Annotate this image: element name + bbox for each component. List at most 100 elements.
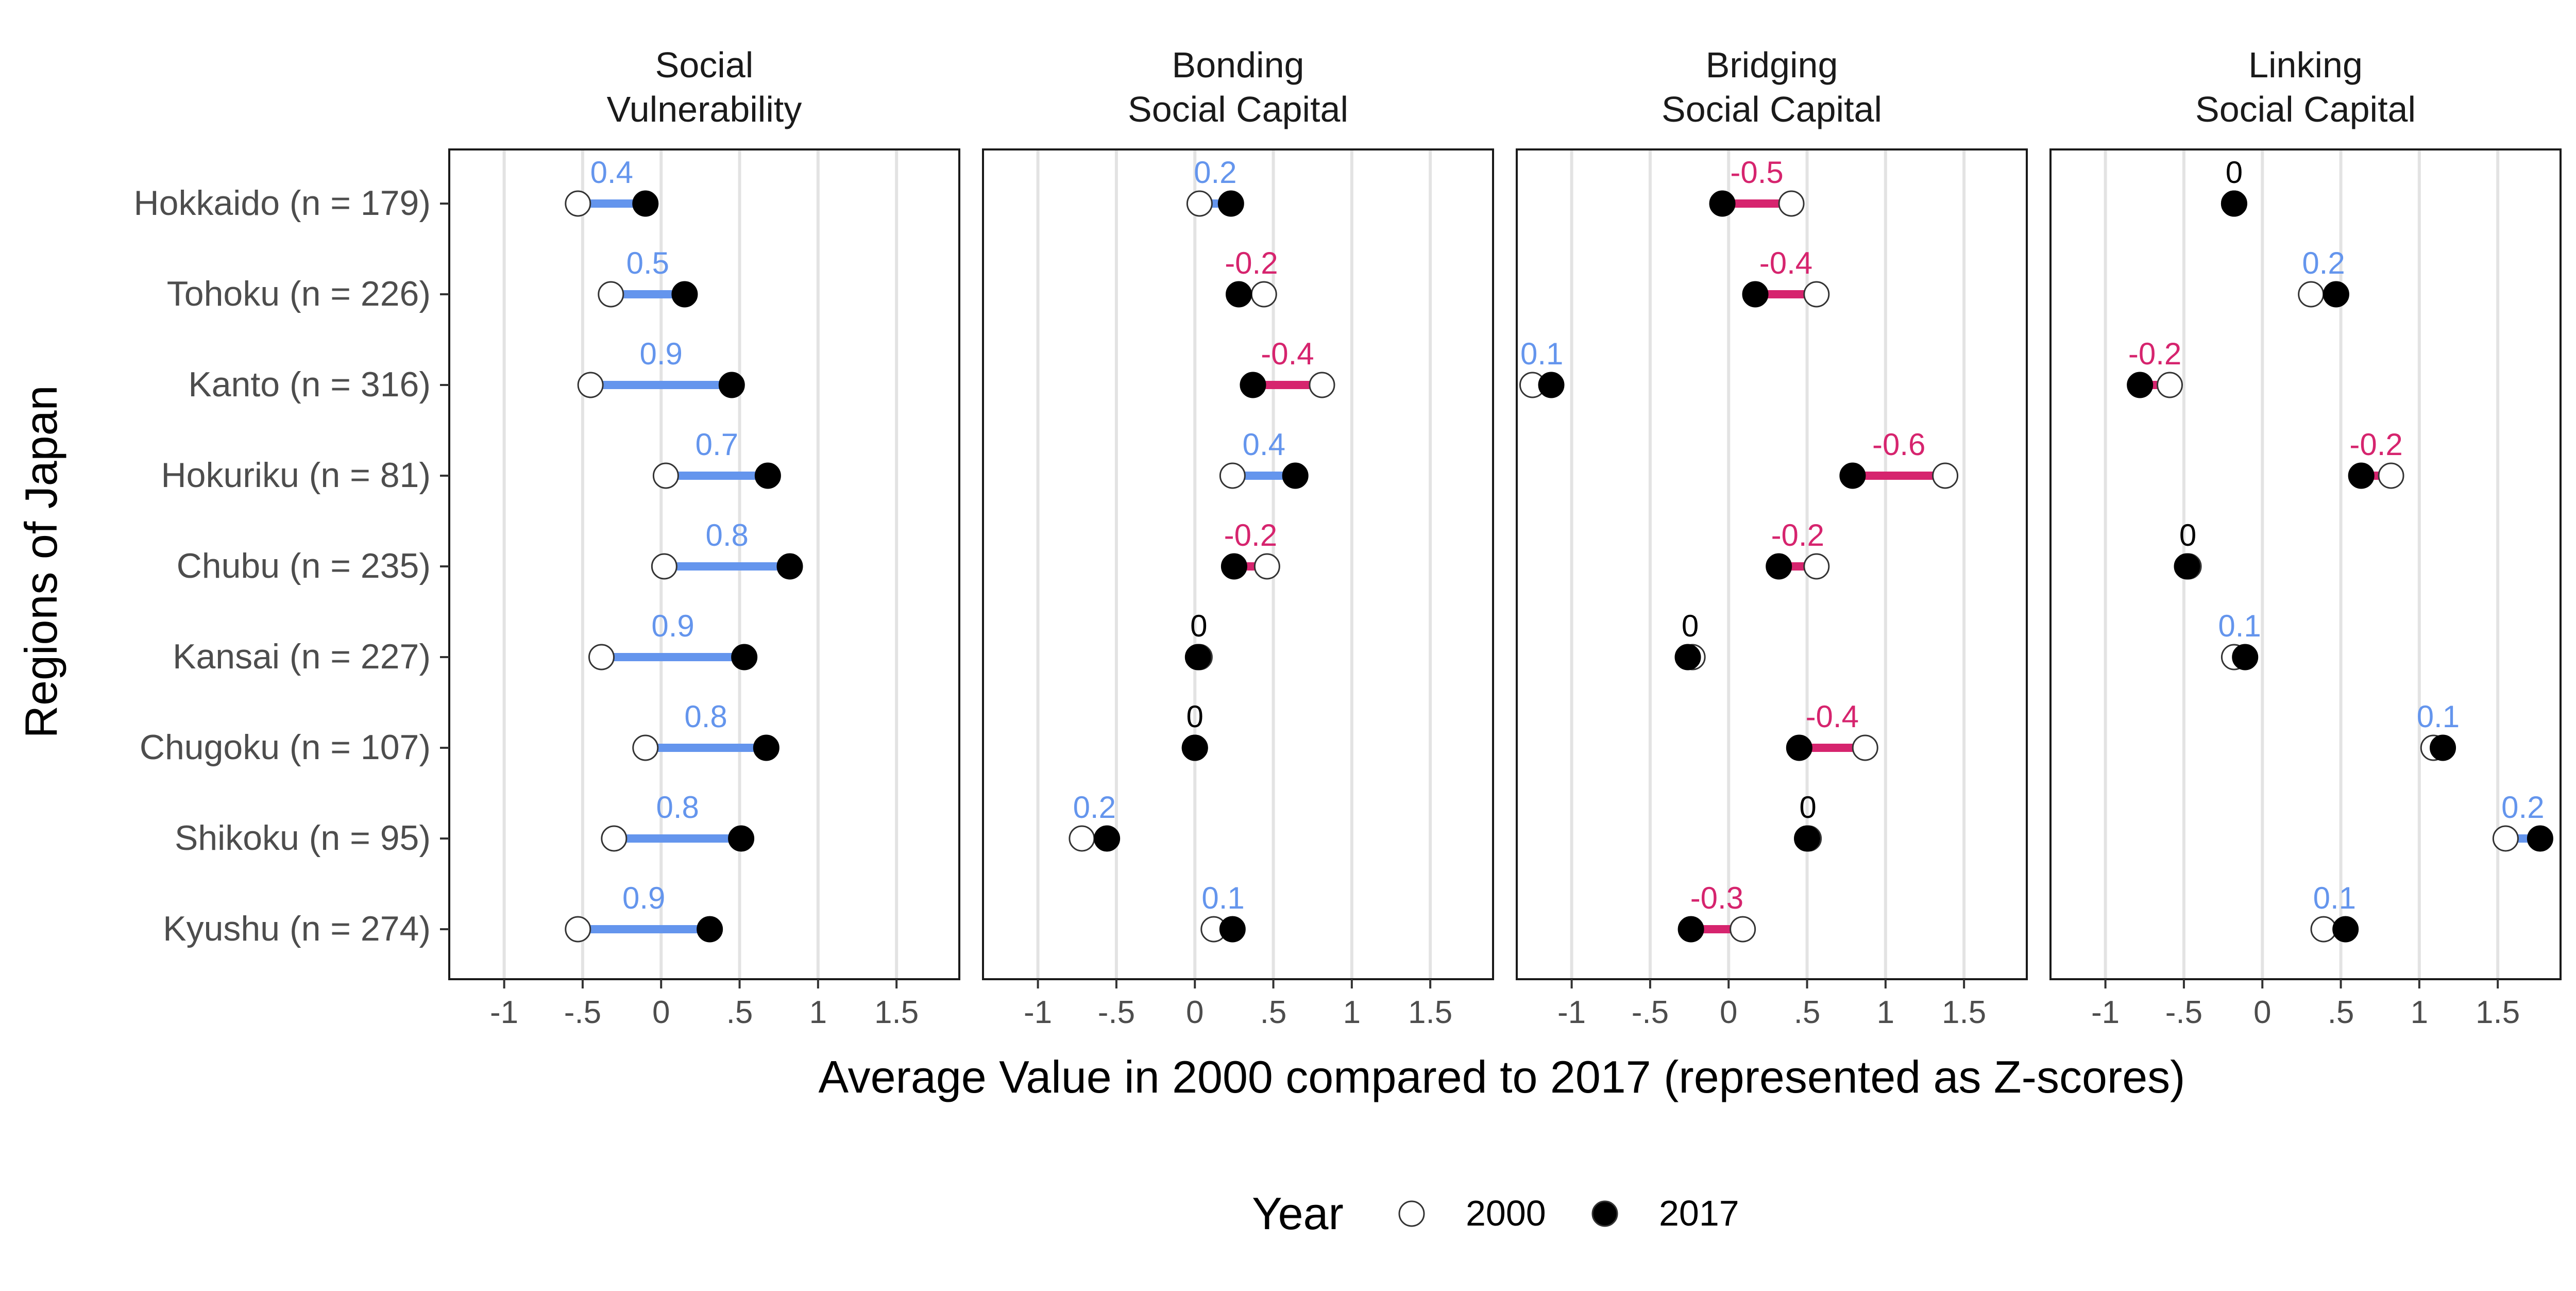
change-label: 0.2	[2501, 790, 2544, 825]
region-label: Hokkaido (n = 179)	[134, 183, 431, 223]
legend: Year 2000 2017	[1252, 1188, 1739, 1239]
change-label: -0.4	[1806, 699, 1859, 734]
x-tick-label: -.5	[564, 995, 601, 1030]
x-tick-label: 1.5	[2476, 995, 2520, 1030]
panel-title: Vulnerability	[607, 89, 802, 129]
point-2000	[577, 372, 604, 398]
point-2017	[2127, 372, 2154, 398]
point-2017	[2332, 916, 2359, 943]
change-label: 0.8	[705, 518, 748, 552]
region-label: Hokuriku (n = 81)	[161, 456, 431, 495]
panel-title: Linking	[2248, 45, 2363, 85]
point-2017	[2430, 734, 2456, 761]
change-label: 0.1	[1201, 881, 1244, 915]
legend-label: 2017	[1659, 1193, 1739, 1233]
point-2017	[1709, 190, 1736, 217]
change-label: 0.1	[2417, 699, 2460, 734]
point-2017	[728, 825, 755, 852]
change-label: 0.4	[1243, 427, 1285, 462]
change-label: 0.9	[651, 609, 694, 643]
point-2017	[753, 734, 779, 761]
x-tick-label: 1.5	[1408, 995, 1452, 1030]
panel-border	[448, 148, 960, 980]
point-2017	[1674, 644, 1701, 670]
x-tick-label: -1	[1024, 995, 1052, 1030]
change-label: 0.9	[640, 337, 683, 371]
change-label: -0.4	[1261, 337, 1314, 371]
point-2017	[1677, 916, 1704, 943]
point-2000	[2492, 825, 2519, 852]
panel-title: Social	[655, 45, 754, 85]
x-tick-label: .5	[726, 995, 753, 1030]
x-tick-label: 0	[1720, 995, 1737, 1030]
change-label: 0.4	[590, 155, 633, 190]
x-axis-title: Average Value in 2000 compared to 2017 (…	[819, 1051, 2185, 1102]
point-2000	[1253, 553, 1280, 580]
x-tick-label: -1	[2091, 995, 2120, 1030]
point-2000	[1309, 372, 1335, 398]
point-2000	[632, 734, 659, 761]
x-tick-label: 0	[1186, 995, 1204, 1030]
point-2017	[776, 553, 803, 580]
change-label: 0	[1190, 609, 1207, 643]
region-label: Kansai (n = 227)	[173, 637, 431, 676]
point-2017	[1766, 553, 1792, 580]
point-2017	[1184, 644, 1211, 670]
point-2017	[2527, 825, 2553, 852]
point-2017	[1786, 734, 1812, 761]
x-tick-label: .5	[2328, 995, 2354, 1030]
change-label: 0	[2179, 518, 2196, 552]
point-2017	[2323, 281, 2349, 308]
point-2017	[2174, 553, 2200, 580]
region-label: Chubu (n = 235)	[177, 546, 431, 585]
change-label: -0.6	[1872, 427, 1925, 462]
change-label: 0.1	[1520, 337, 1563, 371]
x-tick-label: 0	[2253, 995, 2271, 1030]
panel-border	[982, 148, 1494, 980]
region-label: Kyushu (n = 274)	[163, 909, 431, 948]
panel-border	[2049, 148, 2562, 980]
point-2017	[697, 916, 723, 943]
panel-title: Social Capital	[1662, 89, 1882, 129]
change-label: -0.2	[1224, 518, 1277, 552]
x-tick-label: 1.5	[874, 995, 919, 1030]
point-2000	[2310, 916, 2337, 943]
point-2017	[632, 190, 659, 217]
point-2000	[598, 281, 624, 308]
x-tick-label: 1	[1343, 995, 1361, 1030]
point-2000	[652, 462, 679, 489]
change-label: -0.2	[1225, 246, 1278, 280]
point-2000	[651, 553, 677, 580]
region-label: Chugoku (n = 107)	[140, 728, 431, 767]
point-2000	[565, 916, 591, 943]
point-2000	[1803, 553, 1830, 580]
point-2017	[2221, 190, 2247, 217]
y-axis-title: Regions of Japan	[15, 385, 66, 739]
point-2000	[1186, 190, 1213, 217]
point-2017	[1181, 734, 1208, 761]
point-2000	[601, 825, 628, 852]
point-2000	[1803, 281, 1830, 308]
change-label: 0.2	[2302, 246, 2345, 280]
point-2017	[1219, 916, 1246, 943]
change-label: 0.2	[1073, 790, 1116, 825]
point-2017	[671, 281, 698, 308]
point-2000	[2298, 281, 2325, 308]
point-2000	[1730, 916, 1756, 943]
y-axis: Hokkaido (n = 179) Tohoku (n = 226) Kanto …	[134, 183, 449, 948]
change-label: -0.3	[1690, 881, 1743, 915]
x-tick-label: 1	[809, 995, 827, 1030]
x-tick-label: -.5	[1098, 995, 1135, 1030]
point-2017	[731, 644, 758, 670]
change-label: 0.7	[696, 427, 738, 462]
point-2000	[1219, 462, 1246, 489]
panel-title: Social Capital	[1128, 89, 1348, 129]
point-2000	[588, 644, 615, 670]
point-2000	[2157, 372, 2183, 398]
panel-title: Bonding	[1172, 45, 1304, 85]
